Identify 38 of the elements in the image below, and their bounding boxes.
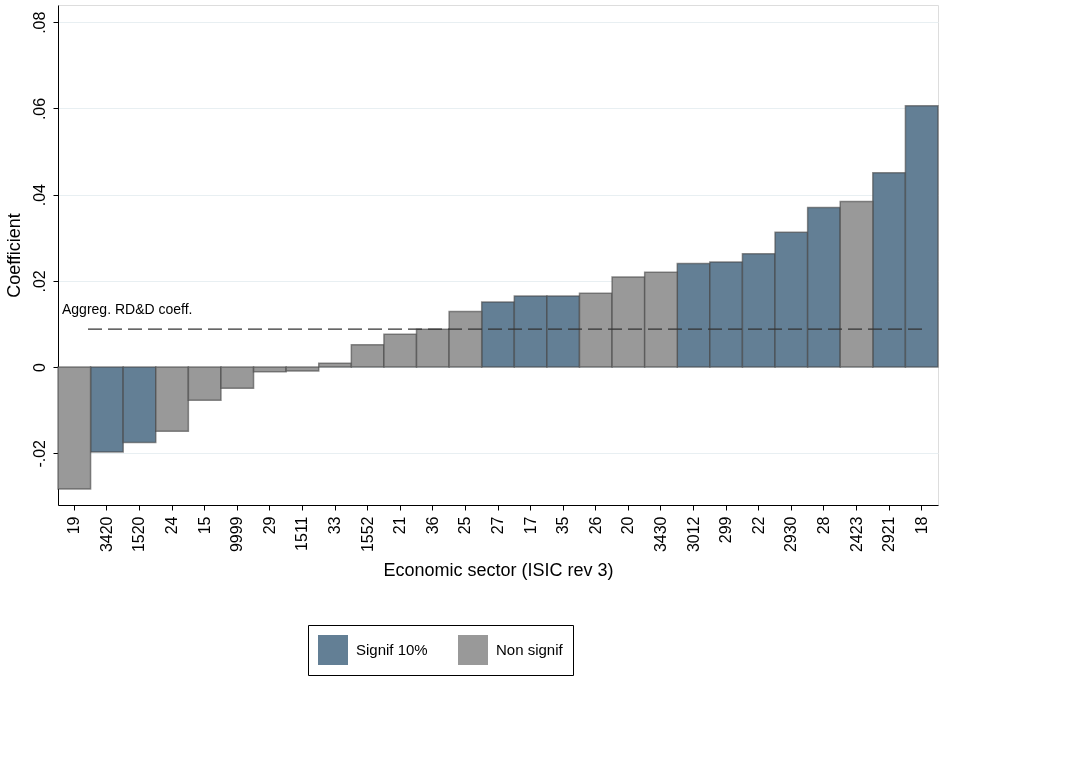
ref-line-label: Aggreg. RD&D coeff. [62,301,193,318]
x-tick-label: 29 [260,516,278,535]
y-axis-title: Coefficient [3,213,24,298]
x-tick-label: 9999 [228,516,246,553]
x-tick-label: 1520 [130,516,148,553]
x-tick-label: 2921 [880,516,898,553]
y-tick-label: .04 [30,183,48,207]
x-tick-label: 28 [814,516,832,535]
x-tick-label: 2930 [782,516,800,553]
y-tick-label: -.02 [30,439,48,468]
x-tick-label: 21 [391,516,409,535]
legend-label: Signif 10% [356,641,428,658]
x-tick-label: 3430 [651,516,669,553]
x-tick-label: 26 [586,516,604,535]
x-tick-label: 1511 [293,516,311,551]
x-tick-label: 19 [65,516,83,535]
legend-label: Non signif [496,641,564,658]
x-axis-title: Economic sector (ISIC rev 3) [383,560,614,581]
x-tick-label: 2423 [847,516,865,553]
x-tick-label: 15 [195,516,213,535]
x-tick-label: 17 [521,516,539,535]
y-tick-label: .08 [30,11,48,34]
x-tick-label: 24 [163,516,181,535]
y-tick-label: .06 [30,97,48,121]
x-tick-label: 25 [456,516,474,535]
x-tick-label: 33 [326,516,344,535]
x-tick-label: 3012 [684,516,702,553]
y-tick-label: .02 [30,270,48,293]
x-tick-label: 35 [554,516,572,535]
x-tick-label: 299 [717,516,735,544]
x-tick-label: 36 [423,516,441,535]
x-tick-label: 27 [489,516,506,535]
x-tick-label: 20 [619,516,637,535]
y-tick-label: 0 [30,363,48,373]
x-tick-label: 22 [749,516,767,535]
x-tick-label: 1552 [358,516,376,553]
x-tick-label: 18 [912,516,930,535]
x-tick-label: 3420 [97,516,115,553]
